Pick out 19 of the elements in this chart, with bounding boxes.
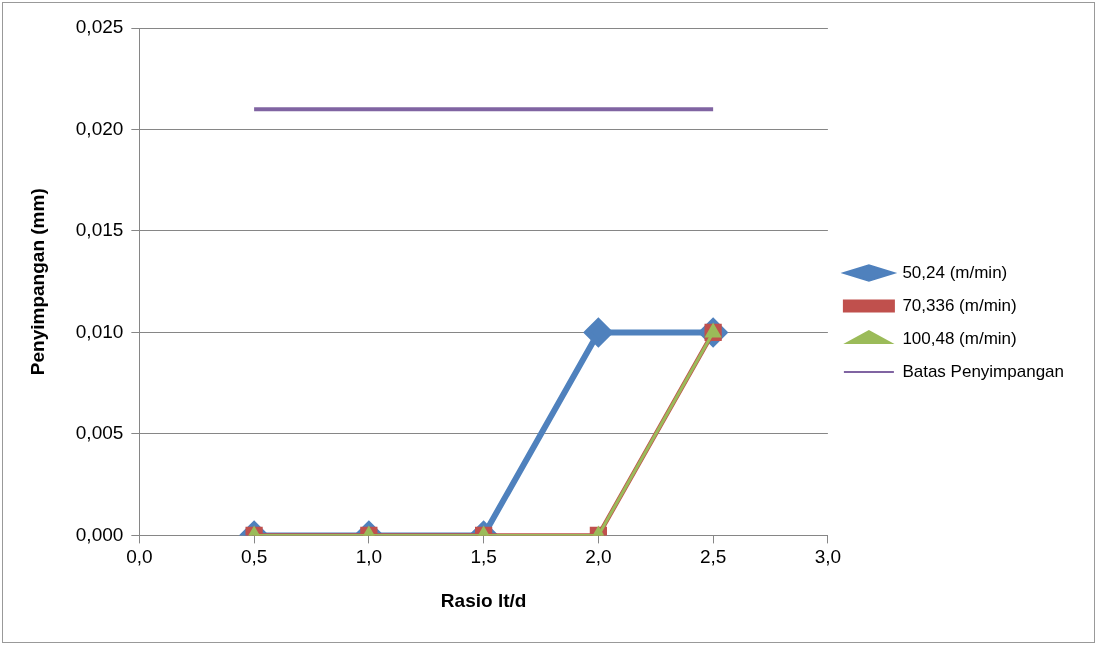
legend-label: 50,24 (m/min) [902, 262, 1008, 282]
y-tick-label: 0,010 [75, 320, 124, 342]
x-axis-title: Rasio lt/d [440, 589, 527, 611]
y-tick-label: 0,015 [75, 219, 124, 241]
x-tick-label: 2,5 [699, 546, 727, 568]
x-tick-label: 0,0 [126, 546, 153, 568]
y-axis-title: Penyimpangan (mm) [26, 188, 48, 376]
legend-label: Batas Penyimpangan [902, 361, 1064, 381]
y-tick-label: 0,020 [75, 117, 124, 139]
x-tick-label: 1,5 [470, 546, 497, 568]
x-tick-label: 3,0 [814, 546, 842, 568]
legend-label: 70,336 (m/min) [902, 295, 1017, 315]
y-tick-label: 0,000 [75, 523, 124, 545]
x-tick-label: 0,5 [240, 546, 268, 568]
x-tick-label: 2,0 [585, 546, 612, 568]
x-tick-label: 1,0 [355, 546, 383, 568]
legend-label: 100,48 (m/min) [902, 328, 1017, 348]
y-tick-label: 0,025 [75, 16, 124, 38]
y-tick-label: 0,005 [75, 422, 124, 444]
